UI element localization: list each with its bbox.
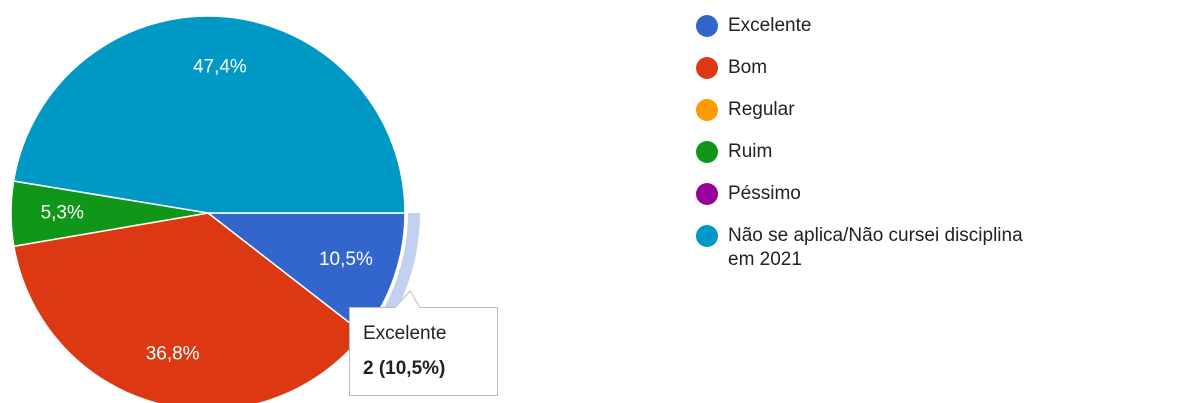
- chart: 10,5% 36,8% 5,3% 47,4% Excelente 2 (10,5%): [10, 15, 498, 403]
- legend-swatch: [696, 141, 718, 163]
- legend-item: Péssimo: [696, 182, 1026, 206]
- tooltip-value: 2 (10,5%): [363, 358, 445, 379]
- legend-label: Ruim: [728, 141, 773, 162]
- pie-slice: [12, 15, 406, 214]
- pie-slice: [12, 212, 365, 403]
- legend-item: Não se aplica/Não cursei disciplina em 2…: [696, 224, 1026, 272]
- slice-label: 47,4%: [193, 57, 247, 78]
- tooltip-title: Excelente: [363, 323, 446, 344]
- legend-label: Péssimo: [728, 183, 801, 204]
- legend-swatch: [696, 15, 718, 37]
- legend-swatch: [696, 99, 718, 121]
- legend-label: Regular: [728, 99, 795, 120]
- legend-item: Regular: [696, 98, 1026, 122]
- legend-item: Ruim: [696, 140, 1026, 164]
- slice-label: 36,8%: [146, 343, 200, 364]
- legend-swatch: [696, 57, 718, 79]
- legend-swatch: [696, 183, 718, 205]
- legend-label: Bom: [728, 57, 768, 78]
- legend-label: Excelente: [728, 15, 812, 36]
- slice-label: 10,5%: [319, 249, 373, 270]
- legend-item: Bom: [696, 56, 1026, 80]
- tooltip-box: [349, 290, 498, 396]
- legend-label: Não se aplica/Não cursei disciplina em 2…: [728, 225, 1023, 270]
- hover-ring: [366, 213, 420, 343]
- legend-swatch: [696, 225, 718, 247]
- legend-item: Excelente: [696, 14, 1026, 38]
- slice-label: 5,3%: [41, 202, 84, 223]
- legend: Excelente Bom Regular Ruim Péssimo Não se apl…: [696, 14, 1026, 290]
